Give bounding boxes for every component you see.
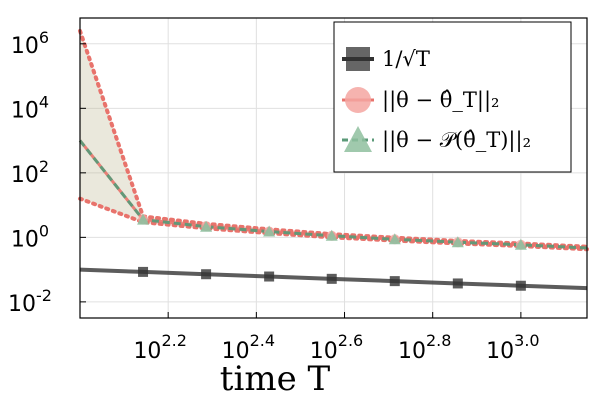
series-0-point-6 bbox=[452, 278, 463, 289]
legend: 1/√T ||θ − θ̂_T||₂ ||θ − 𝒫(θ̂_T)||₂ bbox=[333, 21, 572, 173]
legend-label-2: ||θ − θ̂_T||₂ bbox=[382, 88, 499, 113]
x-axis-label: time T bbox=[220, 359, 331, 399]
legend-swatch-triangle-icon bbox=[344, 126, 372, 152]
plot-frame bbox=[79, 17, 588, 319]
legend-swatch-square-icon bbox=[346, 47, 370, 71]
x-tick-label-2: 102.6 bbox=[310, 331, 363, 364]
y-tick-label-0: 10-2 bbox=[8, 286, 52, 317]
x-axis-ticks: 102.2 102.4 102.6 102.8 103.0 bbox=[133, 312, 540, 364]
legend-box bbox=[333, 21, 572, 173]
series-0-point-3 bbox=[264, 271, 275, 282]
x-tick-label-3: 102.8 bbox=[398, 331, 451, 364]
series-0-point-1 bbox=[138, 266, 149, 277]
series-2-point-3 bbox=[263, 225, 276, 237]
legend-entry-2: ||θ − θ̂_T||₂ bbox=[342, 87, 499, 113]
series-0-point-7 bbox=[515, 280, 526, 291]
series-2-point-2 bbox=[200, 220, 213, 232]
y-axis-ticks: 10-2 100 102 104 106 bbox=[8, 28, 86, 317]
series-0-point-5 bbox=[389, 276, 400, 287]
series-0-point-4 bbox=[326, 273, 337, 284]
series-2-point-6 bbox=[451, 236, 464, 248]
series-2-point-5 bbox=[388, 233, 401, 245]
y-tick-label-1: 100 bbox=[11, 221, 49, 252]
legend-label-3: ||θ − 𝒫(θ̂_T)||₂ bbox=[382, 128, 531, 153]
legend-swatch-circle-icon bbox=[345, 87, 371, 113]
y-tick-label-4: 106 bbox=[11, 28, 49, 59]
series-2-point-4 bbox=[325, 229, 338, 241]
x-tick-label-0: 102.2 bbox=[133, 331, 186, 364]
legend-entry-1: 1/√T bbox=[342, 47, 430, 71]
series-2-point-1 bbox=[137, 213, 150, 225]
series-0-point-2 bbox=[201, 269, 212, 280]
y-tick-label-2: 102 bbox=[11, 157, 49, 188]
y-tick-label-3: 104 bbox=[11, 92, 49, 123]
x-tick-label-4: 103.0 bbox=[486, 331, 539, 364]
series-2-point-7 bbox=[514, 238, 527, 250]
series-markers bbox=[137, 213, 527, 291]
legend-label-1: 1/√T bbox=[382, 47, 430, 71]
legend-entry-3: ||θ − 𝒫(θ̂_T)||₂ bbox=[342, 126, 531, 153]
x-tick-label-1: 102.4 bbox=[222, 331, 275, 364]
